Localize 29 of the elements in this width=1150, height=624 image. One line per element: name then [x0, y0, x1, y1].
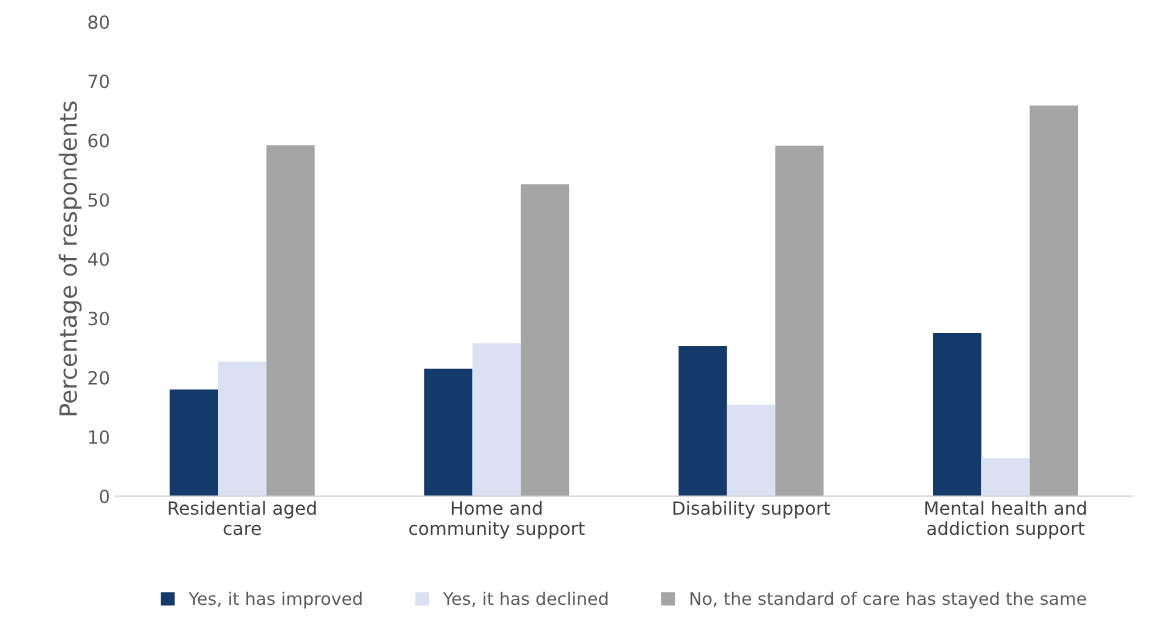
legend-label: Yes, it has improved	[188, 591, 362, 609]
y-tick-label: 30	[88, 311, 109, 326]
bar	[472, 343, 521, 497]
bar	[169, 389, 219, 497]
y-tick-label: 80	[88, 15, 109, 29]
x-tick-label: Mental health and addiction support	[925, 500, 1086, 539]
x-tick-label: Disability support	[673, 500, 831, 519]
bar	[520, 184, 570, 497]
bar	[775, 145, 824, 497]
x-tick-label: Home and community support	[409, 500, 585, 539]
y-tick-label: 50	[88, 193, 109, 207]
y-tick-label: 20	[88, 370, 109, 385]
bar	[424, 368, 473, 497]
bar	[981, 458, 1030, 497]
legend-label: Yes, it has declined	[442, 591, 608, 607]
bar	[266, 145, 315, 497]
bar	[933, 333, 982, 497]
bar	[1029, 105, 1079, 497]
bar	[678, 346, 727, 497]
legend-label: No, the standard of care has stayed the same	[690, 591, 1086, 609]
y-tick-label: 70	[88, 74, 109, 89]
y-axis-title: Percentage of respondents	[58, 101, 82, 416]
bar	[218, 361, 267, 497]
y-tick-label: 60	[88, 133, 109, 148]
y-tick-label: 40	[88, 252, 109, 267]
y-tick-label: 0	[99, 489, 109, 504]
y-tick-label: 10	[89, 430, 109, 444]
bar	[726, 404, 776, 497]
x-tick-label: Residential aged care	[168, 500, 316, 536]
